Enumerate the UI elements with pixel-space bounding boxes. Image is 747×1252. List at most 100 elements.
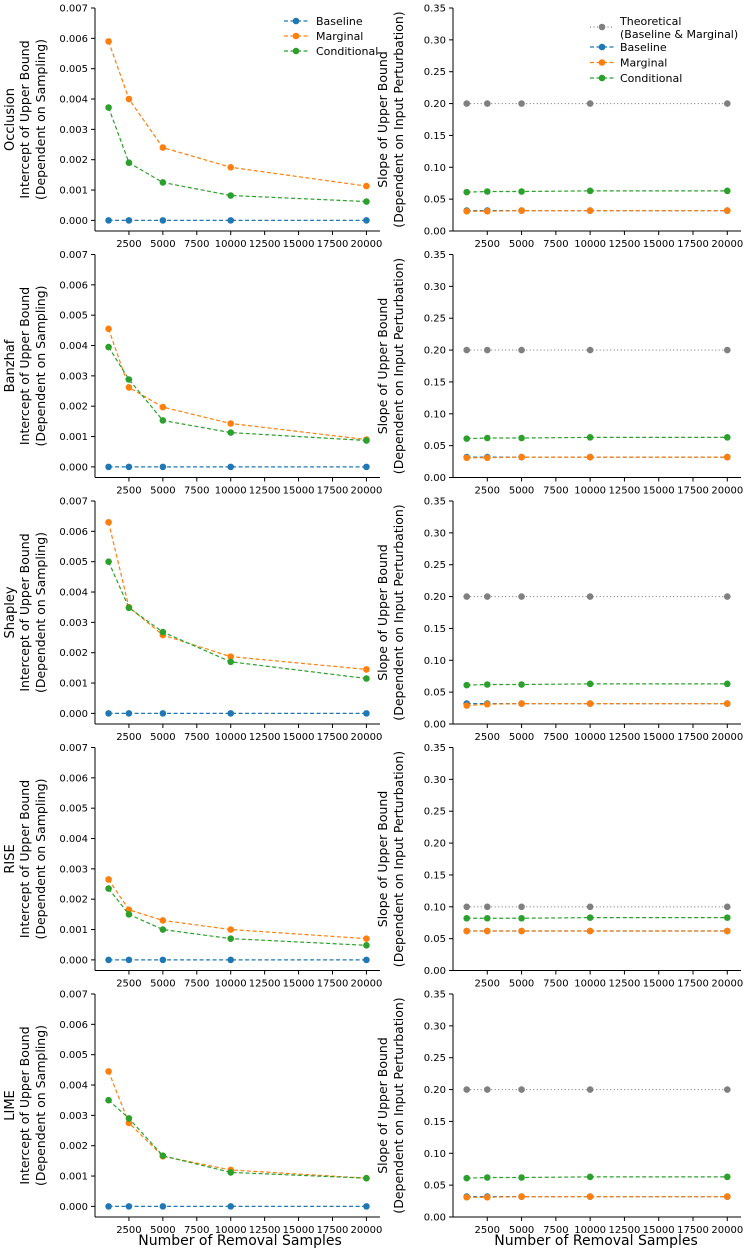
series-line-marginal	[466, 210, 728, 212]
y-tick-label: 0.30	[424, 282, 446, 293]
y-tick-label: 0.005	[59, 557, 88, 568]
data-point-baseline	[125, 217, 133, 224]
x-tick-label: 7500	[184, 239, 209, 250]
row-label-rise: RISE	[3, 844, 18, 873]
x-axis-label-right: Number of Removal Samples	[494, 1233, 698, 1249]
data-point-baseline	[159, 710, 167, 717]
x-tick-label: 12500	[609, 239, 641, 250]
row-label-banzhaf: Banzhaf	[3, 339, 18, 392]
y-axis-label: (Dependent on Sampling)	[33, 778, 48, 939]
y-tick-label: 0.002	[59, 648, 88, 659]
y-tick-label: 0.10	[424, 163, 446, 174]
x-tick-label: 7500	[184, 732, 209, 743]
x-tick-label: 20000	[711, 1225, 743, 1236]
y-tick-label: 0.004	[59, 95, 88, 106]
data-point-conditional	[723, 187, 731, 195]
y-tick-label: 0.001	[59, 679, 88, 690]
y-axis-label: (Dependent on Input Perturbation)	[391, 11, 406, 227]
y-tick-label: 0.003	[59, 864, 88, 875]
y-tick-label: 0.15	[424, 870, 446, 881]
x-tick-label: 20000	[351, 732, 383, 743]
data-point-marginal	[105, 1068, 112, 1075]
data-point-marginal	[518, 453, 525, 461]
series-line-conditional	[108, 561, 367, 680]
data-point-marginal	[518, 1193, 525, 1200]
legend-marker	[598, 23, 606, 31]
data-point-conditional	[518, 914, 525, 922]
data-point-conditional	[723, 434, 731, 441]
x-tick-label: 2500	[475, 979, 500, 990]
x-tick-label: 15000	[643, 486, 675, 497]
y-tick-label: 0.15	[424, 377, 446, 388]
x-tick-label: 7500	[184, 486, 209, 497]
data-point-conditional	[105, 343, 112, 351]
data-point-conditional	[159, 926, 167, 933]
data-point-baseline	[363, 710, 370, 717]
x-tick-label: 12500	[249, 1225, 281, 1236]
x-tick-label: 12500	[609, 1225, 641, 1236]
x-tick-label: 17500	[677, 486, 709, 497]
data-point-marginal	[463, 927, 471, 935]
legend-marker	[292, 32, 300, 40]
x-tick-label: 15000	[643, 239, 675, 250]
x-tick-label: 5000	[150, 732, 175, 743]
data-point-marginal	[518, 927, 525, 935]
y-tick-label: 0.002	[59, 895, 88, 906]
data-point-baseline	[227, 1203, 235, 1210]
data-point-conditional	[363, 437, 370, 444]
series-line-conditional	[466, 190, 728, 193]
y-axis-label: (Dependent on Sampling)	[33, 285, 48, 446]
data-point-marginal	[463, 454, 471, 462]
data-point-theoretical	[518, 346, 525, 354]
legend-left: Baseline Marginal Conditional	[284, 15, 378, 58]
data-point-marginal	[227, 163, 235, 171]
data-point-conditional	[723, 680, 731, 688]
y-tick-label: 0.006	[59, 34, 88, 45]
series-line-marginal	[466, 1196, 728, 1198]
x-tick-label: 15000	[283, 732, 315, 743]
x-tick-label: 17500	[317, 486, 349, 497]
y-tick-label: 0.004	[59, 834, 88, 845]
data-point-theoretical	[723, 903, 731, 911]
series-line-conditional	[466, 917, 728, 919]
x-tick-label: 10000	[215, 979, 247, 990]
data-point-marginal	[363, 182, 370, 190]
y-tick-label: 0.003	[59, 371, 88, 382]
x-tick-label: 17500	[317, 1225, 349, 1236]
x-tick-label: 12500	[609, 486, 641, 497]
x-tick-label: 2500	[116, 1225, 141, 1236]
data-point-baseline	[363, 463, 370, 471]
data-point-marginal	[363, 935, 370, 942]
row-label-shapley: Shapley	[3, 586, 18, 638]
y-axis-label: Slope of Upper Bound	[375, 1037, 390, 1174]
data-point-conditional	[723, 914, 731, 921]
series-line-marginal	[108, 41, 367, 187]
y-axis-label: (Dependent on Sampling)	[33, 39, 48, 200]
y-tick-label: 0.20	[424, 346, 446, 357]
y-tick-label: 0.004	[59, 1081, 88, 1092]
y-tick-label: 0.05	[424, 934, 446, 945]
data-point-marginal	[723, 453, 731, 461]
y-tick-label: 0.002	[59, 1141, 88, 1152]
x-tick-label: 17500	[317, 239, 349, 250]
data-point-baseline	[105, 217, 112, 224]
legend-label-conditional: Conditional	[316, 45, 378, 58]
data-point-conditional	[586, 1173, 594, 1181]
data-point-conditional	[227, 192, 235, 199]
data-point-conditional	[105, 1096, 112, 1104]
y-tick-label: 0.000	[59, 216, 88, 227]
x-tick-label: 17500	[677, 239, 709, 250]
y-axis-label: Intercept of Upper Bound	[17, 287, 32, 445]
data-point-theoretical	[483, 346, 491, 354]
data-point-conditional	[227, 1169, 235, 1176]
x-tick-label: 10000	[215, 239, 247, 250]
y-axis-label: (Dependent on Input Perturbation)	[391, 258, 406, 474]
y-tick-label: 0.000	[59, 462, 88, 473]
data-point-marginal	[227, 653, 235, 660]
x-tick-label: 17500	[677, 1225, 709, 1236]
data-point-marginal	[105, 876, 112, 883]
legend-label-baseline: Baseline	[620, 41, 667, 54]
data-point-conditional	[159, 628, 167, 636]
data-point-conditional	[518, 434, 525, 442]
